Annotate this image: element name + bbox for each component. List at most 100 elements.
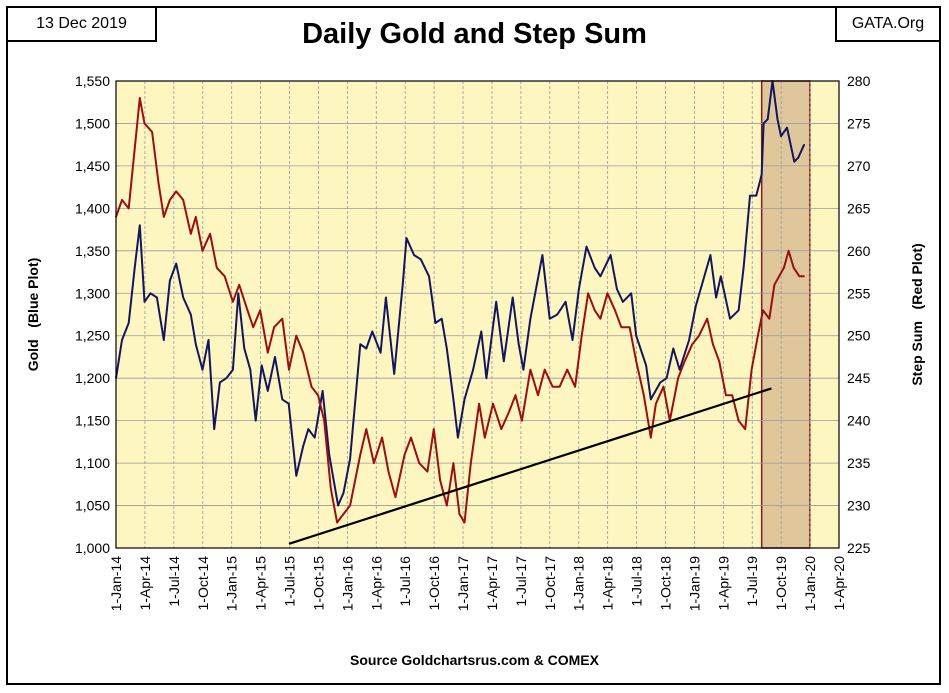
step-sum-point — [558, 385, 561, 388]
x-tick-label: 1-Jul-17 — [513, 556, 529, 607]
step-sum-point — [336, 521, 338, 524]
step-sum-point — [195, 216, 197, 218]
step-sum-point — [169, 199, 171, 201]
gold-point — [786, 126, 788, 129]
left-tick-label: 1,450 — [75, 158, 110, 174]
left-axis-ticks: 1,000 1,050 1,100 1,150 1,200 1,250 1,300 1,350… — [75, 73, 110, 556]
gold-point — [797, 156, 800, 159]
gold-point — [405, 237, 408, 239]
x-tick-label: 1-Jan-20 — [802, 556, 818, 611]
gold-point — [371, 330, 374, 333]
gold-point — [295, 475, 298, 477]
step-sum-point — [418, 462, 421, 464]
gold-point — [219, 381, 221, 384]
gold-point — [163, 339, 165, 341]
gold-point — [729, 317, 731, 320]
gold-point — [609, 254, 612, 256]
gold-point — [578, 288, 580, 290]
gold-series-line — [115, 80, 806, 507]
step-sum-point — [349, 504, 351, 507]
gold-point — [593, 267, 596, 269]
gold-point — [452, 398, 455, 401]
step-sum-point — [606, 292, 609, 295]
step-sum-point — [215, 267, 218, 269]
gold-point — [249, 368, 252, 371]
step-sum-point — [521, 419, 523, 422]
x-tick-label: 1-Oct-17 — [542, 556, 558, 611]
step-sum-point — [463, 521, 466, 524]
gold-point — [749, 194, 751, 197]
step-sum-point — [783, 267, 785, 269]
x-tick-label: 1-Jul-19 — [744, 556, 760, 607]
gold-point — [776, 118, 779, 121]
step-sum-point — [323, 419, 325, 422]
trend-line — [288, 387, 772, 545]
gold-point — [463, 398, 466, 401]
x-tick-label: 1-Jan-16 — [339, 556, 355, 611]
right-axis-ticks: 225 230 235 240 245 250 255 260 265 270 275 280 — [847, 73, 871, 556]
gold-point — [445, 347, 448, 350]
step-sum-point — [143, 122, 146, 125]
step-sum-point — [373, 462, 375, 464]
step-sum-point — [691, 343, 694, 346]
step-sum-point — [798, 275, 801, 278]
step-sum-point — [750, 368, 753, 371]
step-sum-point — [330, 487, 332, 490]
step-sum-point — [662, 385, 665, 388]
right-tick-label: 260 — [847, 243, 871, 259]
step-sum-point — [138, 97, 141, 99]
x-tick-label: 1-Oct-14 — [195, 556, 211, 611]
x-tick-label: 1-Oct-18 — [657, 556, 673, 611]
gold-point — [260, 364, 263, 367]
step-sum-point — [757, 334, 759, 337]
step-sum-point — [677, 377, 679, 379]
gold-point — [715, 296, 717, 299]
gold-point — [803, 143, 805, 146]
step-sum-point — [762, 309, 764, 312]
step-sum-point — [628, 326, 631, 329]
step-sum-point — [458, 513, 461, 515]
step-sum-point — [223, 275, 226, 278]
step-sum-point — [574, 385, 576, 388]
step-sum-point — [410, 436, 412, 439]
gold-point — [622, 300, 624, 303]
step-sum-point — [182, 199, 184, 201]
step-sum-point — [768, 317, 771, 320]
gold-point — [571, 339, 574, 341]
gold-point — [254, 419, 257, 422]
step-sum-point — [744, 428, 747, 430]
right-tick-label: 250 — [847, 328, 871, 344]
gold-point — [616, 288, 618, 290]
gold-point — [755, 194, 758, 197]
gold-point — [762, 122, 765, 125]
gold-point — [548, 317, 551, 320]
gold-point — [737, 309, 740, 312]
gold-point — [480, 330, 483, 333]
step-sum-point — [302, 351, 305, 354]
step-sum-point — [252, 326, 254, 329]
step-sum-point — [787, 250, 790, 252]
step-sum-point — [478, 402, 480, 405]
x-tick-label: 1-Jan-19 — [686, 556, 702, 611]
left-tick-label: 1,400 — [75, 200, 110, 216]
gold-point — [485, 377, 488, 379]
step-sum-point — [189, 233, 192, 235]
gold-point — [650, 398, 652, 401]
gold-point — [149, 292, 152, 295]
x-tick-label: 1-Apr-19 — [715, 556, 731, 611]
gold-point — [274, 356, 276, 358]
gold-point — [517, 343, 520, 346]
step-sum-point — [201, 250, 204, 252]
step-sum-point — [151, 131, 153, 133]
gold-point — [457, 436, 459, 439]
gold-point — [213, 428, 216, 430]
gold-point — [321, 390, 324, 392]
x-tick-label: 1-Apr-16 — [368, 556, 384, 611]
right-tick-label: 275 — [847, 115, 871, 131]
gold-point — [529, 317, 532, 320]
gold-point — [413, 254, 415, 256]
gold-point — [635, 334, 638, 337]
right-axis-label: Step Sum (Red Plot) — [909, 243, 925, 385]
left-tick-label: 1,050 — [75, 498, 110, 514]
step-sum-point — [121, 199, 123, 201]
